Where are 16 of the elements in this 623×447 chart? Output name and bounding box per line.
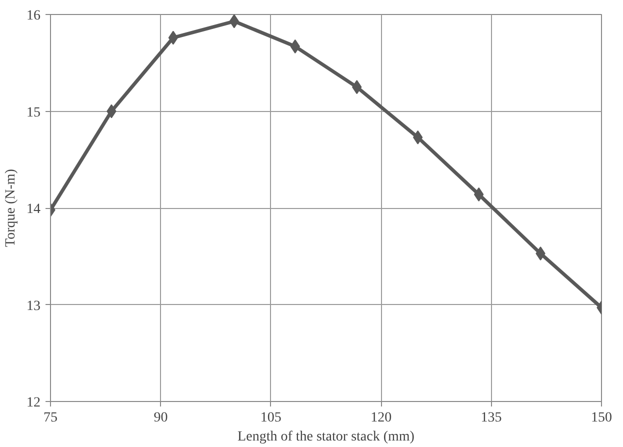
x-tick-label: 90 (154, 410, 168, 426)
x-tick-label: 120 (370, 410, 392, 426)
x-tick-label: 135 (480, 410, 502, 426)
y-tick-label: 15 (26, 105, 40, 120)
x-tick-label: 75 (44, 410, 58, 426)
x-axis-title: Length of the stator stack (mm) (238, 430, 415, 444)
point (229, 14, 239, 28)
y-tick-label: 13 (26, 298, 40, 314)
y-tick-label: 16 (26, 8, 40, 24)
y-tick-label: 12 (26, 396, 40, 410)
x-tick-label: 150 (591, 410, 612, 426)
point (168, 30, 178, 45)
point (474, 187, 484, 202)
x-tick-label: 105 (260, 410, 282, 426)
y-tick-label: 14 (26, 202, 40, 217)
y-axis-title: Torque (N-m) (4, 168, 18, 247)
